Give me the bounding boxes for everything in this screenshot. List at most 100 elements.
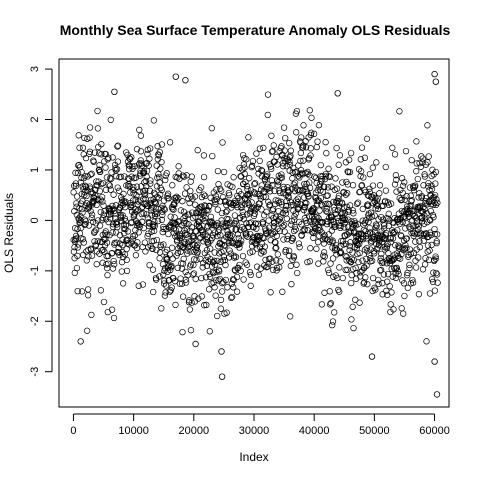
data-point <box>421 261 429 268</box>
data-point <box>74 252 81 260</box>
data-point <box>186 227 194 235</box>
data-point <box>108 206 115 214</box>
data-point <box>325 173 332 180</box>
data-point <box>78 169 85 176</box>
data-point <box>187 327 195 334</box>
data-point <box>155 152 163 159</box>
data-point <box>226 219 234 226</box>
data-point <box>248 199 255 206</box>
data-point <box>290 254 298 261</box>
data-point <box>179 293 187 300</box>
data-point <box>352 275 360 282</box>
data-point <box>367 246 374 253</box>
data-point <box>366 185 373 192</box>
data-point <box>423 201 430 208</box>
data-point <box>85 253 92 260</box>
data-point <box>141 179 148 186</box>
y-axis-label: OLS Residuals <box>2 193 16 273</box>
data-point <box>347 228 354 235</box>
data-point <box>153 276 160 283</box>
data-point <box>112 165 119 172</box>
y-tick-label: 3 <box>29 66 41 72</box>
data-point <box>416 238 423 245</box>
data-point <box>365 218 372 226</box>
data-point <box>329 318 337 325</box>
data-point <box>165 263 172 270</box>
data-point <box>222 276 229 284</box>
y-tick-label: 0 <box>29 217 41 223</box>
data-point <box>183 184 190 191</box>
data-point <box>325 165 332 172</box>
data-point <box>261 243 269 250</box>
data-point <box>383 243 391 250</box>
data-point <box>137 132 145 139</box>
data-point <box>432 180 439 187</box>
data-point <box>221 257 228 264</box>
data-point <box>90 158 97 165</box>
data-point <box>81 134 88 142</box>
data-point <box>208 125 215 132</box>
data-point <box>348 279 355 287</box>
data-point <box>313 143 320 151</box>
data-point <box>176 280 184 287</box>
data-point <box>136 126 143 134</box>
data-point <box>415 194 422 201</box>
data-point <box>325 231 332 238</box>
data-point <box>184 250 191 257</box>
data-point <box>281 147 288 154</box>
data-point <box>211 257 218 264</box>
data-point <box>205 207 212 214</box>
data-point <box>369 182 377 189</box>
data-point <box>434 231 441 238</box>
data-point <box>286 247 293 254</box>
data-point <box>433 271 441 278</box>
data-point <box>387 235 395 242</box>
data-point <box>182 279 190 286</box>
data-point <box>318 201 325 208</box>
data-point <box>159 271 167 278</box>
data-point <box>175 218 182 226</box>
data-point <box>278 201 285 208</box>
data-point <box>121 173 128 180</box>
data-point <box>395 271 402 278</box>
data-point <box>147 180 154 187</box>
data-point <box>377 266 385 274</box>
data-point <box>100 298 108 306</box>
data-point <box>377 257 384 265</box>
data-point <box>84 292 92 299</box>
data-point <box>307 152 314 159</box>
data-point <box>327 217 334 224</box>
data-point <box>97 287 105 294</box>
data-point <box>392 242 399 249</box>
data-point <box>142 187 149 194</box>
data-point <box>87 207 94 215</box>
data-point <box>238 237 245 244</box>
data-point <box>174 264 181 272</box>
data-point <box>169 255 176 262</box>
data-point <box>322 173 330 180</box>
data-point <box>300 122 307 129</box>
data-point <box>254 232 261 240</box>
data-point <box>407 250 415 257</box>
data-point <box>170 206 177 213</box>
data-point <box>248 205 255 213</box>
data-point <box>327 300 335 307</box>
data-point <box>394 226 401 234</box>
data-point <box>174 174 181 181</box>
data-point <box>147 145 154 152</box>
data-point <box>190 256 198 263</box>
data-point <box>287 147 295 154</box>
data-point <box>155 170 162 178</box>
data-point <box>198 293 205 300</box>
data-point <box>399 189 406 197</box>
data-point <box>382 229 390 237</box>
data-point <box>81 221 88 228</box>
data-point <box>212 292 219 299</box>
data-point <box>369 274 377 282</box>
y-tick-label: 1 <box>29 167 41 173</box>
data-point <box>197 184 205 191</box>
data-point <box>372 286 379 293</box>
data-point <box>423 338 430 345</box>
data-point <box>431 230 439 238</box>
data-point <box>154 217 162 225</box>
